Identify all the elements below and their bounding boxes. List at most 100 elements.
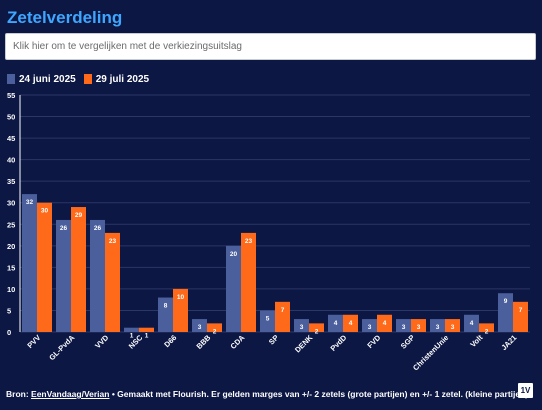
data-label: 26 bbox=[94, 225, 102, 232]
x-tick-label: CDA bbox=[229, 333, 247, 351]
y-tick-label: 20 bbox=[7, 242, 15, 251]
search-input[interactable]: Klik hier om te vergelijken met de verki… bbox=[5, 33, 536, 60]
x-tick-label: SP bbox=[267, 333, 280, 346]
bar-1 bbox=[192, 319, 207, 332]
data-label: 3 bbox=[368, 324, 372, 331]
bar-1 bbox=[294, 319, 309, 332]
x-tick-label: BBB bbox=[195, 333, 213, 351]
bar-1 bbox=[328, 314, 343, 332]
bar-2 bbox=[513, 301, 528, 332]
bar-2 bbox=[275, 301, 290, 332]
y-tick-label: 35 bbox=[7, 177, 15, 186]
chart-legend: 24 juni 2025 29 juli 2025 bbox=[7, 72, 157, 86]
y-tick-label: 45 bbox=[7, 134, 15, 143]
bar-2 bbox=[207, 323, 222, 332]
y-tick-label: 50 bbox=[7, 113, 15, 122]
data-label: 1 bbox=[145, 333, 149, 340]
data-label: 4 bbox=[470, 320, 474, 327]
bar-1 bbox=[22, 194, 37, 332]
legend-swatch-series-1 bbox=[7, 74, 15, 84]
x-tick-label: DENK bbox=[293, 333, 315, 355]
x-tick-label: ChristenUnie bbox=[411, 333, 450, 372]
bar-2 bbox=[445, 319, 460, 332]
bar-2 bbox=[37, 202, 52, 332]
y-tick-label: 5 bbox=[7, 306, 11, 315]
data-label: 10 bbox=[177, 294, 185, 301]
data-label: 5 bbox=[266, 315, 270, 322]
data-label: 7 bbox=[519, 307, 523, 314]
y-tick-label: 30 bbox=[7, 199, 15, 208]
x-tick-label: VVD bbox=[93, 333, 111, 351]
x-tick-label: PvdD bbox=[328, 333, 348, 353]
bar-2 bbox=[377, 314, 392, 332]
bar-2 bbox=[105, 232, 120, 332]
bar-1 bbox=[260, 310, 275, 332]
data-label: 1 bbox=[130, 333, 134, 340]
bar-2 bbox=[343, 314, 358, 332]
y-tick-label: 40 bbox=[7, 156, 15, 165]
page-title: Zetelverdeling bbox=[7, 8, 123, 27]
x-tick-label: GL-PvdA bbox=[47, 333, 76, 362]
source-link[interactable]: EenVandaag/Verian bbox=[31, 389, 110, 399]
eenvandaag-logo: 1V bbox=[518, 383, 533, 398]
y-tick-label: 25 bbox=[7, 220, 15, 229]
bar-1 bbox=[56, 219, 71, 332]
bar-1 bbox=[498, 293, 513, 332]
data-label: 3 bbox=[417, 324, 421, 331]
bar-2 bbox=[411, 319, 426, 332]
data-label: 3 bbox=[300, 324, 304, 331]
footer-prefix: Bron: bbox=[6, 389, 32, 399]
bar-2 bbox=[173, 288, 188, 332]
y-tick-label: 10 bbox=[7, 285, 15, 294]
data-label: 9 bbox=[504, 298, 508, 305]
data-label: 23 bbox=[109, 238, 117, 245]
bar-1 bbox=[226, 245, 241, 332]
data-label: 3 bbox=[198, 324, 202, 331]
data-label: 3 bbox=[436, 324, 440, 331]
data-label: 4 bbox=[383, 320, 387, 327]
data-label: 2 bbox=[213, 328, 217, 335]
data-label: 26 bbox=[60, 225, 68, 232]
legend-item-series-1[interactable]: 24 juni 2025 bbox=[7, 74, 76, 85]
legend-label-series-1: 24 juni 2025 bbox=[19, 73, 76, 85]
bar-2 bbox=[309, 323, 324, 332]
data-label: 23 bbox=[245, 238, 253, 245]
data-label: 2 bbox=[485, 328, 489, 335]
x-tick-label: JA21 bbox=[499, 333, 518, 352]
legend-label-series-2: 29 juli 2025 bbox=[95, 73, 150, 85]
data-label: 4 bbox=[349, 320, 353, 327]
bar-1 bbox=[396, 319, 411, 332]
bar-1 bbox=[90, 219, 105, 332]
x-tick-label: FVD bbox=[365, 333, 382, 350]
y-tick-label: 55 bbox=[7, 91, 15, 100]
legend-swatch-series-2 bbox=[83, 74, 92, 84]
data-label: 3 bbox=[402, 324, 406, 331]
x-tick-label: Volt bbox=[468, 333, 484, 349]
data-label: 32 bbox=[26, 199, 34, 206]
bar-2 bbox=[139, 327, 154, 332]
bar-1 bbox=[158, 297, 173, 332]
data-label: 4 bbox=[334, 320, 338, 327]
x-tick-label: SGP bbox=[399, 333, 417, 351]
bar-2 bbox=[241, 232, 256, 332]
data-label: 3 bbox=[451, 324, 455, 331]
bar-1 bbox=[362, 319, 377, 332]
data-label: 20 bbox=[230, 251, 238, 258]
bar-2 bbox=[71, 207, 86, 332]
y-tick-label: 15 bbox=[7, 263, 15, 272]
bar-2 bbox=[479, 323, 494, 332]
x-tick-label: D66 bbox=[162, 333, 178, 349]
data-label: 8 bbox=[164, 303, 168, 310]
bar-1 bbox=[430, 319, 445, 332]
y-tick-label: 0 bbox=[7, 328, 11, 337]
x-tick-label: PVV bbox=[25, 333, 42, 350]
data-label: 7 bbox=[281, 307, 285, 314]
legend-item-series-2[interactable]: 29 juli 2025 bbox=[83, 73, 150, 85]
footer-note: Bron: EenVandaag/Verian • Gemaakt met Fl… bbox=[6, 389, 528, 399]
data-label: 2 bbox=[315, 328, 319, 335]
data-label: 29 bbox=[75, 212, 83, 219]
bar-1 bbox=[464, 314, 479, 332]
data-label: 30 bbox=[41, 208, 49, 215]
bar-1 bbox=[124, 327, 139, 332]
